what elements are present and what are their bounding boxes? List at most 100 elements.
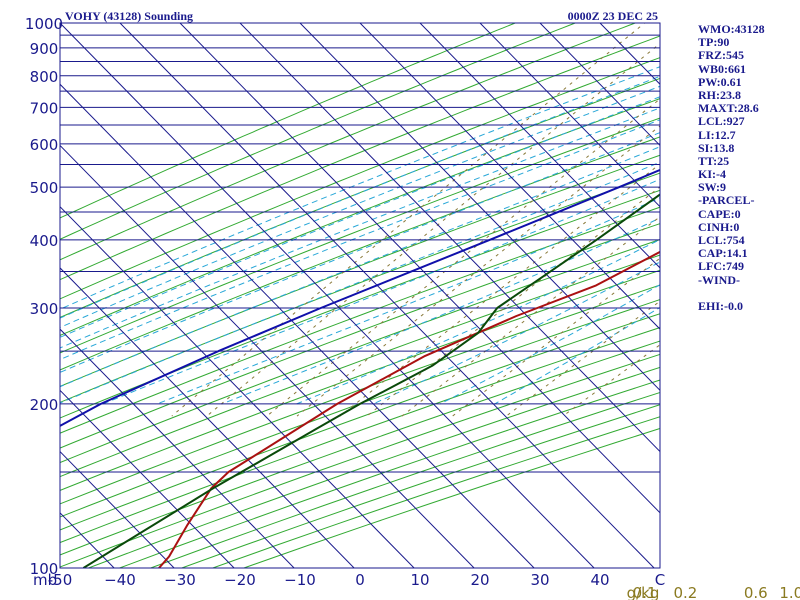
index-line: TP:90 [698,35,730,50]
isotherm-line [539,23,660,147]
dry-adiabat-line [60,172,660,403]
pressure-tick-label: 200 [30,396,59,414]
index-line: SW:9 [698,180,727,195]
pressure-tick-label: 800 [30,68,59,86]
index-line: LI:12.7 [698,127,736,142]
index-line: WMO:43128 [698,22,765,36]
mixing-ratio-line [266,98,660,417]
index-line: WB0:661 [698,61,746,76]
isotherm-line [479,23,660,208]
isotherm-line [119,23,655,568]
isotherm-line [60,450,175,568]
index-line: SI:13.8 [698,140,735,155]
dry-adiabat-line [60,23,637,261]
temperature-tick-label: C [655,571,665,589]
dry-adiabat-line [60,189,660,419]
moist-adiabat-line [60,66,660,310]
moist-adiabat-line [157,197,660,405]
temperature-tick-label: −10 [284,571,316,589]
dry-adiabat-line [60,57,660,300]
dry-adiabat-line [60,117,660,354]
isotherm-line [60,205,415,568]
temperature-tick-label: 10 [410,571,429,589]
isotherm-line [60,23,595,568]
temperature-tick-label: -50 [48,571,73,589]
isotherm-line [60,267,355,568]
dry-adiabat-line [60,269,660,491]
isotherm-line [60,83,535,568]
dry-adiabat-line [60,313,660,531]
chart-title: VOHY (43128) Sounding [65,9,194,23]
mixing-ratio-label: 0.2 [673,584,697,600]
index-line: LFC:749 [698,259,744,274]
index-line: CAPE:0 [698,206,741,221]
index-line: LCL:927 [698,114,745,129]
index-line: MAXT:28.6 [698,101,759,116]
pressure-tick-label: 900 [30,40,59,58]
temperature-tick-label: −30 [164,571,196,589]
temperature-profile [158,250,660,568]
index-line: PW:0.61 [698,74,742,89]
index-line: TT:25 [698,153,730,168]
grid-lines [60,23,660,568]
dry-adiabat-line [60,254,660,478]
pressure-tick-label: 400 [30,232,59,250]
temperature-tick-label: 30 [530,571,549,589]
index-line: CINH:0 [698,219,740,234]
index-line: RH:23.8 [698,87,741,102]
index-line: CAP:14.1 [698,246,748,261]
isotherm-line [419,23,660,269]
pressure-tick-label: 1000 [25,15,63,33]
dry-adiabat-line [60,206,660,434]
temperature-tick-label: −40 [104,571,136,589]
isotherm-line [60,389,235,568]
moist-adiabat-line [60,107,660,349]
mixing-ratio-line [171,23,646,417]
mixing-ratio-unit-label: g/kg [627,584,660,600]
moist-adiabat-line [372,261,660,405]
dry-adiabat-line [60,340,660,556]
index-line [698,287,765,300]
mixing-ratio-label: 0.6 [744,584,768,600]
isotherm-line [179,23,660,514]
index-line: LCL:754 [698,233,745,247]
indices-panel: WMO:43128 TP:90 FRZ:545 WB0:661 PW:0.61 RH:23… [698,22,765,313]
plot-frame [59,22,661,569]
index-line: FRZ:545 [698,48,744,63]
index-line: KI:-4 [698,167,726,182]
dry-adiabat-line [60,327,660,544]
pressure-tick-label: 600 [30,136,59,154]
moist-adiabat-line [60,161,660,404]
index-line: -PARCEL- [698,193,755,208]
index-line: EHI:-0.0 [698,298,743,313]
plot-background [60,23,660,568]
moist-adiabat-line [221,217,660,405]
valid-time: 0000Z 23 DEC 25 [567,9,658,23]
isotherm-line [60,328,295,568]
pressure-tick-label: 500 [30,179,59,197]
isotherm-line [239,23,660,453]
mixing-ratio-line [296,125,660,417]
isotherm-line [359,23,660,330]
dry-adiabat-line [60,299,660,518]
pressure-tick-label: 300 [30,300,59,318]
pressure-tick-label: 100 [30,560,59,578]
moist-adiabat-line [60,119,660,361]
sounding-profiles [60,168,660,568]
dry-adiabat-line [60,223,660,449]
mixing-ratio-line [401,216,660,417]
dry-adiabat-line [60,136,660,371]
pressure-tick-label: 700 [30,99,59,117]
parcel-path [60,168,660,427]
moist-adiabat-line [296,238,660,405]
dry-adiabat-line [60,239,660,464]
dry-adiabat-line [60,284,660,505]
mixing-ratio-label: 1.0 [779,584,800,600]
dry-adiabat-line [60,98,660,336]
pressure-unit-label: mb [33,571,57,589]
temperature-tick-label: 20 [470,571,489,589]
temperature-tick-label: 0 [355,571,365,589]
dewpoint-profile [82,193,660,568]
